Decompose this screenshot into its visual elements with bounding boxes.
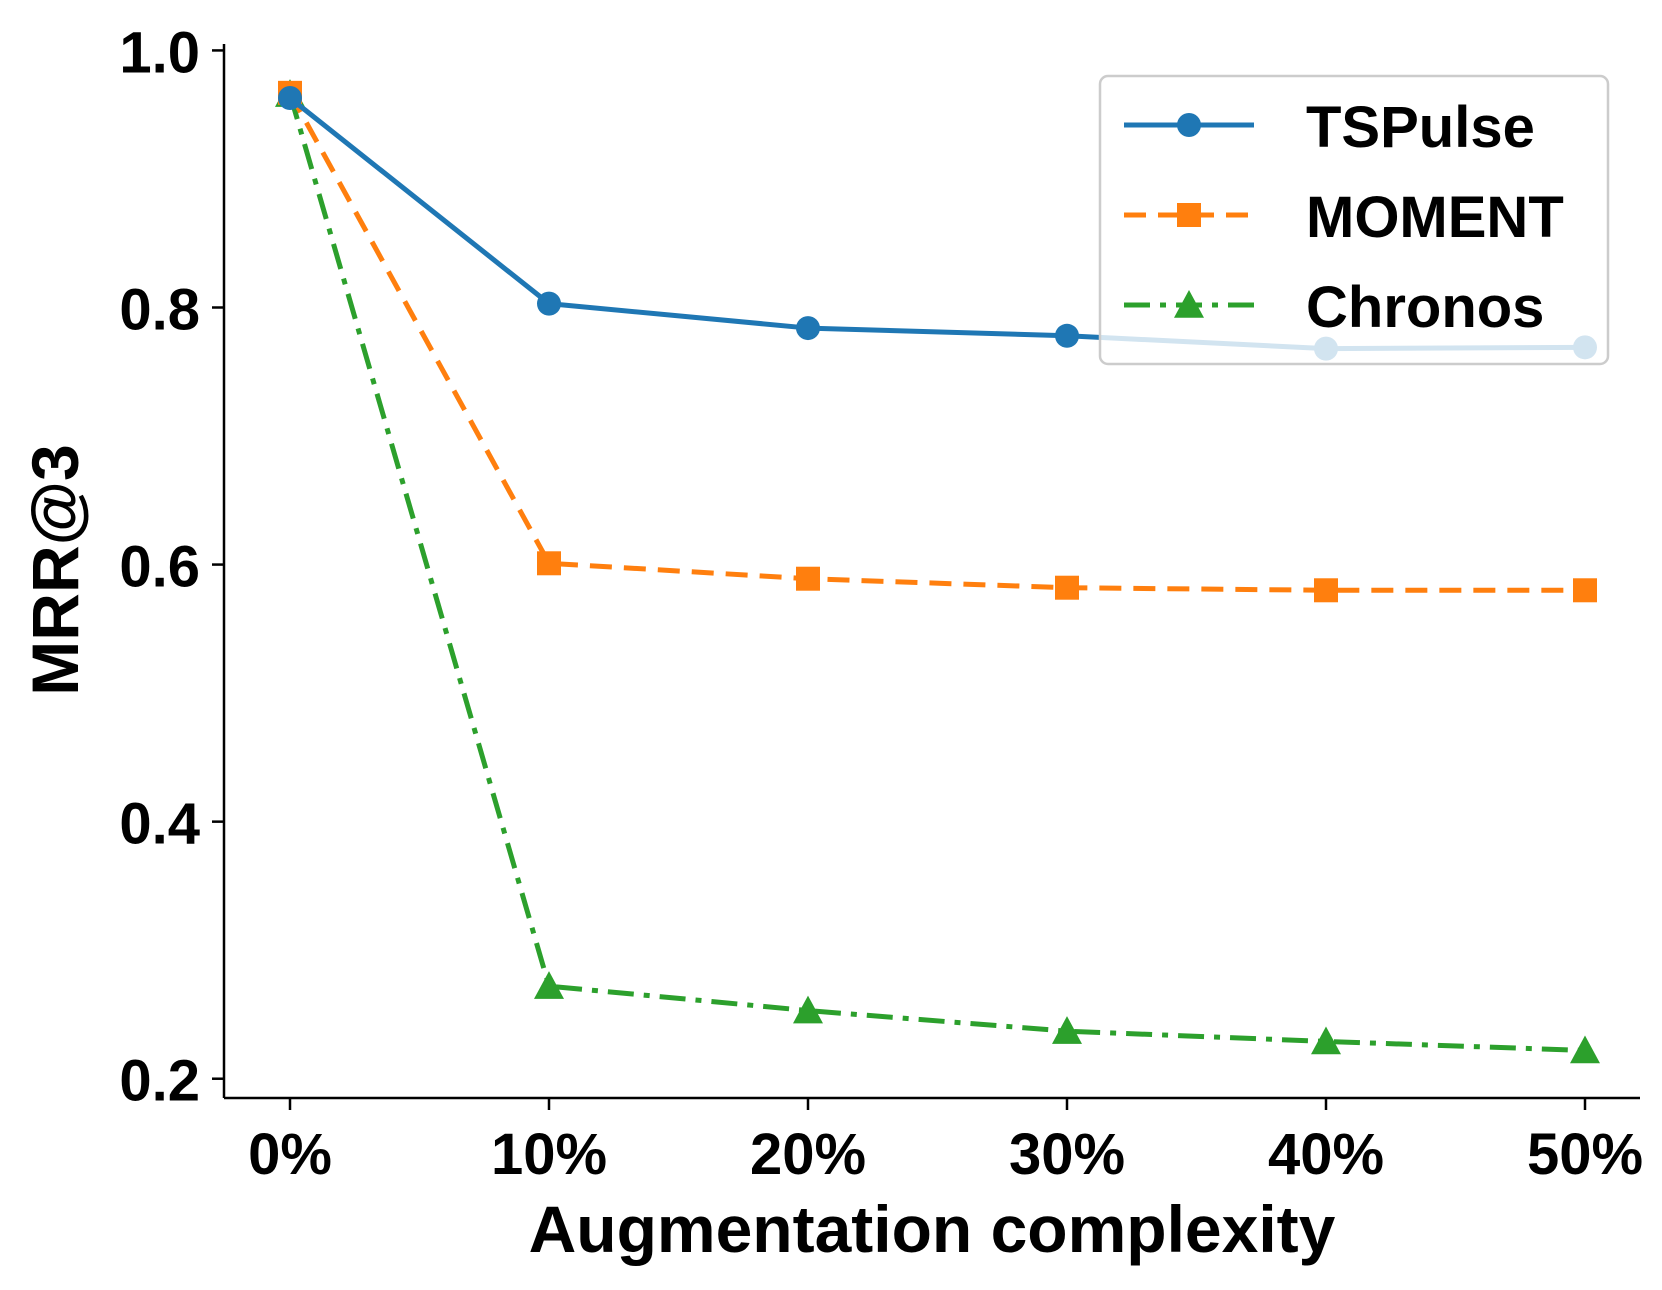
y-tick-label: 0.4 [119, 792, 200, 857]
legend-entry-tspulse: TSPulse [1124, 95, 1535, 160]
legend-marker-chronos [1174, 290, 1204, 318]
y-tick-label: 0.8 [119, 278, 200, 343]
y-tick-label: 0.6 [119, 535, 200, 600]
y-tick-label: 1.0 [119, 20, 200, 85]
data-point-tspulse [537, 291, 561, 316]
legend: TSPulse MOMENT Chronos [1098, 74, 1610, 366]
data-point-chronos [1052, 1016, 1082, 1044]
data-point-chronos [793, 995, 823, 1024]
x-tick-label: 10% [491, 1122, 607, 1187]
data-point-tspulse [278, 85, 302, 110]
legend-entry-chronos: Chronos [1124, 275, 1544, 340]
data-point-chronos [1311, 1026, 1341, 1055]
legend-label-moment: MOMENT [1306, 185, 1564, 250]
data-point-chronos [534, 971, 564, 999]
data-point-moment [537, 551, 561, 576]
x-tick-label: 40% [1268, 1122, 1384, 1187]
x-tick-label: 30% [1009, 1122, 1125, 1187]
data-point-moment [796, 566, 820, 591]
y-tick-label: 0.2 [119, 1049, 200, 1114]
data-point-chronos [1570, 1035, 1600, 1064]
data-point-tspulse [1055, 323, 1079, 348]
series-line-chronos [287, 93, 1586, 1053]
series-line-moment [287, 91, 1585, 593]
legend-label-tspulse: TSPulse [1306, 95, 1535, 160]
data-point-moment [1055, 575, 1079, 600]
y-ticks: 0.2 0.4 0.6 0.8 1.0 [119, 20, 224, 1114]
legend-marker-moment [1177, 203, 1201, 227]
x-ticks: 0% 10% 20% 30% 40% 50% [248, 1098, 1643, 1187]
legend-label-chronos: Chronos [1306, 275, 1544, 340]
legend-entry-moment: MOMENT [1124, 185, 1564, 250]
legend-frame [1098, 74, 1610, 366]
legend-marker-tspulse [1177, 113, 1201, 137]
data-point-tspulse [796, 316, 820, 341]
y-axis-label: MRR@3 [18, 444, 92, 695]
x-tick-label: 0% [248, 1122, 332, 1187]
x-axis-label: Augmentation complexity [529, 1192, 1336, 1266]
axes [222, 44, 1640, 1100]
data-point-moment [1314, 578, 1338, 603]
x-tick-label: 20% [750, 1122, 866, 1187]
data-point-moment [1573, 578, 1597, 603]
x-tick-label: 50% [1527, 1122, 1643, 1187]
